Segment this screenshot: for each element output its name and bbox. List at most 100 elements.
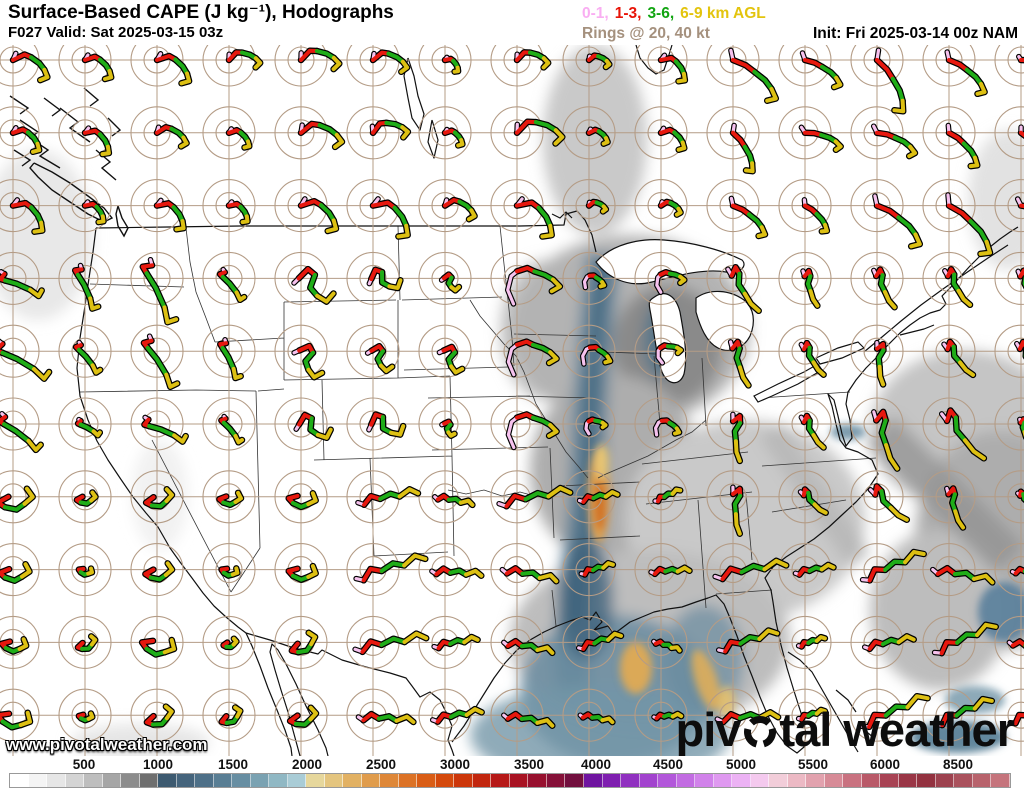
hodograph-ring xyxy=(922,543,976,597)
hodograph-ring xyxy=(850,324,904,378)
hodograph xyxy=(585,126,611,147)
hodograph xyxy=(441,126,466,149)
hodograph-trace-segment xyxy=(720,566,744,582)
hodograph-trace-segment xyxy=(162,638,176,655)
hodograph-trace-segment xyxy=(155,201,176,210)
hodograph xyxy=(9,197,46,235)
hodograph-ring xyxy=(994,397,1024,451)
hodograph-trace-segment xyxy=(362,494,383,507)
hodograph-trace-segment xyxy=(515,412,535,420)
colorbar-segment xyxy=(991,774,1010,787)
hodograph-trace-segment xyxy=(873,484,884,497)
colorbar-segment xyxy=(380,774,399,787)
hodograph-trace-segment xyxy=(504,566,525,576)
hodograph-ring xyxy=(503,119,531,147)
hodograph-trace-segment xyxy=(233,705,243,719)
hodograph-trace-segment xyxy=(434,566,453,577)
hodograph-ring xyxy=(922,470,976,524)
hodograph xyxy=(218,565,241,579)
hodograph xyxy=(0,636,30,655)
hodograph xyxy=(139,256,180,326)
hodograph xyxy=(795,633,829,650)
hodograph-trace-segment xyxy=(230,566,240,577)
hodograph-trace-segment xyxy=(90,363,103,375)
hodograph-trace-segment xyxy=(814,635,827,643)
hodograph xyxy=(285,490,319,511)
hodograph-ring xyxy=(274,179,328,233)
hodograph xyxy=(142,560,176,583)
hodograph-trace-segment xyxy=(402,553,428,568)
hodograph-ring xyxy=(58,106,112,160)
hodograph-trace-segment xyxy=(291,573,311,582)
hodograph-ring xyxy=(562,397,616,451)
hodograph-ring xyxy=(994,688,1024,742)
hodograph xyxy=(797,486,829,516)
hodograph-ring xyxy=(935,337,963,365)
hodograph-ring xyxy=(359,46,387,74)
hodograph-trace-segment xyxy=(306,630,318,647)
hodograph-ring xyxy=(0,337,27,365)
hodograph-trace-segment xyxy=(172,433,188,444)
hodograph-trace-segment xyxy=(890,76,905,103)
hodograph-ring xyxy=(562,615,616,669)
hodograph-trace-segment xyxy=(1010,639,1024,648)
hodograph-trace-segment xyxy=(875,58,895,81)
hodograph-trace-segment xyxy=(592,636,611,646)
hodograph-trace-segment xyxy=(149,499,169,509)
hodograph-ring xyxy=(130,397,184,451)
page-title: Surface-Based CAPE (J kg⁻¹), Hodographs xyxy=(8,2,394,23)
hodograph-trace-segment xyxy=(547,423,559,438)
hodograph-trace-segment xyxy=(879,273,887,294)
hodograph xyxy=(0,709,34,731)
hodograph-trace-segment xyxy=(297,413,314,427)
hodograph-trace-segment xyxy=(173,57,189,76)
colorbar-segment xyxy=(343,774,362,787)
hodograph-ring xyxy=(850,251,904,305)
hodograph-ring xyxy=(935,119,963,147)
hodograph-trace-segment xyxy=(797,567,812,577)
colorbar-tick-label: 3500 xyxy=(513,757,545,772)
hodograph-ring xyxy=(706,324,760,378)
hodograph-ring xyxy=(71,556,99,584)
hodograph-trace-segment xyxy=(535,718,555,728)
colorbar-segment xyxy=(695,774,714,787)
hodograph-trace-segment xyxy=(32,220,45,234)
hodograph-trace-segment xyxy=(234,290,247,302)
hodograph xyxy=(81,199,107,226)
colorbar-segment xyxy=(843,774,862,787)
hodograph-trace-segment xyxy=(174,219,186,232)
hodograph xyxy=(9,125,43,156)
hodograph-trace-segment xyxy=(733,512,742,536)
hodograph-ring xyxy=(647,628,675,656)
hodograph-trace-segment xyxy=(812,502,828,515)
hodograph-ring xyxy=(130,470,184,524)
hodograph-trace-segment xyxy=(520,570,542,580)
hodograph-trace-segment xyxy=(458,498,475,507)
hodograph-trace-segment xyxy=(867,639,885,651)
hodograph-trace-segment xyxy=(762,558,789,572)
hodograph xyxy=(0,338,53,382)
hodograph-ring xyxy=(791,483,819,511)
hodograph-trace-segment xyxy=(546,486,573,499)
hodograph-ring xyxy=(863,192,891,220)
hodograph-ring xyxy=(994,45,1024,87)
hodograph xyxy=(9,50,51,84)
hodograph xyxy=(441,196,478,223)
colorbar-segment xyxy=(102,774,122,787)
hodograph-ring xyxy=(562,179,616,233)
hodograph-ring xyxy=(922,45,976,87)
hodograph-trace-segment xyxy=(293,717,313,727)
hodograph-trace-segment xyxy=(515,119,538,135)
hodograph xyxy=(505,411,560,451)
hodograph-trace-segment xyxy=(519,643,540,652)
colorbar-segment xyxy=(806,774,825,787)
hodograph-trace-segment xyxy=(531,415,553,428)
conus-weather-map xyxy=(0,45,1024,756)
hodograph-trace-segment xyxy=(402,631,429,644)
hodograph-trace-segment xyxy=(964,67,983,86)
hodograph-trace-segment xyxy=(378,491,402,501)
map-canvas[interactable] xyxy=(0,45,1024,756)
hodograph xyxy=(0,560,33,584)
hodograph xyxy=(291,342,326,381)
hodograph-trace-segment xyxy=(96,214,106,225)
